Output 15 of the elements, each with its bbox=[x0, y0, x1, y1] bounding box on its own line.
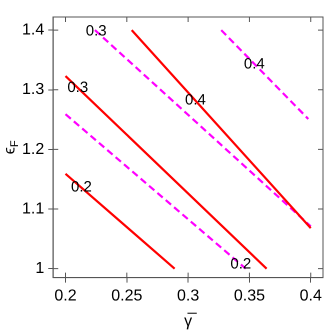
y-axis-title: ϵF bbox=[1, 140, 21, 154]
y-tick-label: 1 bbox=[35, 260, 44, 278]
x-tick-label: 0.25 bbox=[111, 288, 142, 305]
annotation: 0.2 bbox=[230, 256, 252, 273]
x-tick-label: 0.4 bbox=[300, 288, 322, 305]
y-tick-label: 1.2 bbox=[22, 140, 44, 158]
annotation: 0.4 bbox=[244, 55, 265, 72]
x-axis-title: γ̅ bbox=[184, 312, 198, 330]
annotation: 0.3 bbox=[86, 22, 107, 40]
y-tick-label: 1.3 bbox=[22, 81, 44, 98]
y-tick-label: 1.1 bbox=[22, 200, 44, 218]
x-tick-label: 0.2 bbox=[54, 288, 77, 305]
x-tick-label: 0.35 bbox=[234, 288, 266, 305]
x-tick-label: 0.3 bbox=[176, 288, 200, 305]
y-tick-label: 1.4 bbox=[22, 22, 44, 39]
